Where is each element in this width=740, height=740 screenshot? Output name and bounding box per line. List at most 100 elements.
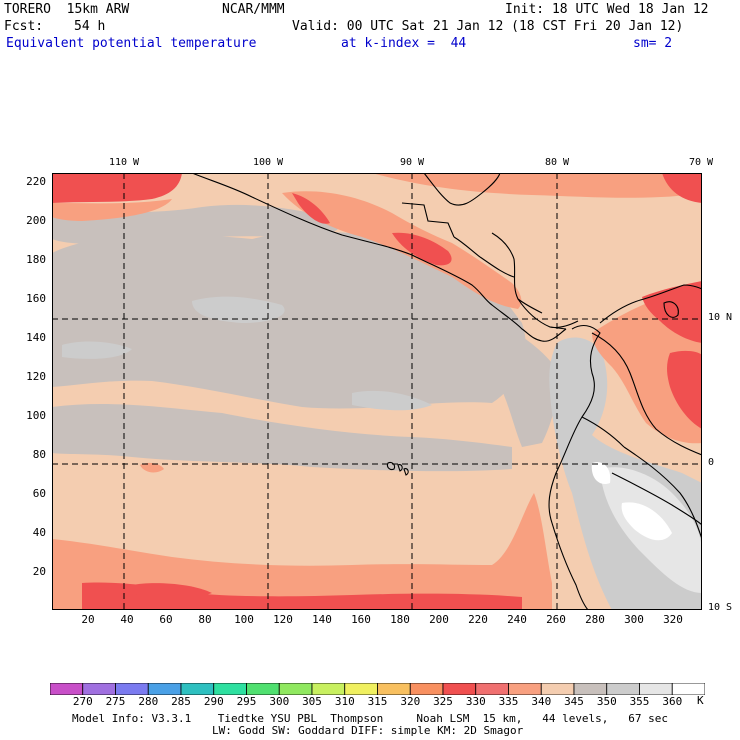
border-guat-hond	[453, 236, 481, 258]
x-tick: 60	[159, 613, 173, 626]
map-frame	[52, 173, 702, 610]
colorbar-swatch	[475, 683, 509, 695]
peru-border	[623, 446, 702, 540]
amazon-line	[611, 472, 702, 526]
valid-time: Valid: 00 UTC Sat 21 Jan 12 (18 CST Fri …	[292, 19, 684, 34]
y-tick: 120	[26, 370, 46, 383]
graticule	[52, 173, 702, 610]
andes-white-2	[591, 462, 611, 485]
colorbar-level-label: 290	[203, 695, 224, 708]
colorbar-swatch	[540, 683, 575, 695]
galapagos-2	[397, 464, 403, 472]
colorbar-swatch	[442, 683, 477, 695]
mexico-red-strip	[292, 193, 330, 224]
colorbar-swatch	[246, 683, 280, 695]
lat-label-10s: 10 S	[708, 602, 733, 613]
grey-patch-350b	[62, 341, 132, 359]
colorbar-level-label: 350	[596, 695, 617, 708]
venezuela-coast	[599, 284, 702, 324]
x-tick: 80	[198, 613, 212, 626]
colorbar-level-label: 330	[465, 695, 486, 708]
y-tick: 180	[26, 253, 46, 266]
south-red-patch	[132, 583, 212, 599]
lat-label-0: 0	[708, 457, 715, 468]
y-tick: 80	[32, 448, 46, 461]
lon-label-70w: 70 W	[688, 157, 714, 168]
x-tick: 40	[120, 613, 134, 626]
nw-salmon-335	[52, 199, 172, 221]
y-tick: 20	[32, 565, 46, 578]
colorbar-level-label: 305	[302, 695, 322, 708]
x-tick: 20	[81, 613, 95, 626]
grey-band-lower	[52, 403, 512, 472]
colorbar	[50, 683, 705, 695]
y-tick: 100	[26, 409, 46, 422]
south-salmon-335	[52, 493, 552, 610]
x-tick: 140	[312, 613, 332, 626]
x-tick: 300	[624, 613, 644, 626]
colorbar-swatch	[147, 683, 182, 695]
lon-label-110w: 110 W	[108, 157, 140, 168]
colorbar-level-label: 280	[138, 695, 159, 708]
colorbar-level-label: 315	[367, 695, 388, 708]
model-name: TORERO 15km ARW	[4, 2, 130, 17]
colombia-red	[642, 281, 702, 343]
smoothing: sm= 2	[633, 36, 673, 51]
coastlines	[191, 173, 702, 610]
colorbar-level-label: 360	[662, 695, 683, 708]
lon-label-80w: 80 W	[544, 157, 570, 168]
colorbar-swatch	[82, 683, 116, 695]
x-tick: 120	[273, 613, 293, 626]
x-tick: 180	[390, 613, 410, 626]
y-tick: 160	[26, 292, 46, 305]
colorbar-swatch	[180, 683, 215, 695]
colorbar-level-label: 335	[498, 695, 519, 708]
venezuela-red	[667, 350, 702, 429]
border-nica-costarica	[517, 298, 543, 314]
grey-near-coast	[471, 313, 557, 447]
south-america-pacific-coast	[548, 324, 601, 610]
lon-label-90w: 90 W	[399, 157, 425, 168]
forecast-hours: 54 h	[74, 19, 106, 34]
colorbar-swatch	[344, 683, 378, 695]
colorbar-swatch	[115, 683, 149, 695]
colorbar-level-label: 325	[433, 695, 453, 708]
galapagos-1	[386, 461, 396, 471]
x-tick: 200	[429, 613, 449, 626]
colorbar-level-label: 300	[269, 695, 290, 708]
mexico-coast	[191, 173, 567, 342]
yucatan-coast	[423, 173, 501, 206]
colorbar-level-label: 355	[629, 695, 650, 708]
grey-patch-350	[192, 296, 285, 323]
colorbar-swatch	[278, 683, 313, 695]
lon-label-100w: 100 W	[252, 157, 284, 168]
colorbar-swatch	[213, 683, 247, 695]
y-tick: 60	[32, 487, 46, 500]
model-info-line1: Model Info: V3.3.1 Tiedtke YSU PBL Thomp…	[72, 712, 669, 725]
maracaibo-lake	[663, 301, 679, 318]
x-tick: 220	[468, 613, 488, 626]
border-hond-nica	[479, 256, 515, 278]
lat-label-10n: 10 N	[708, 312, 733, 323]
guatemala-red	[392, 232, 452, 266]
ne-red	[662, 173, 702, 203]
nw-red-330	[52, 173, 182, 203]
colorbar-swatch	[671, 683, 705, 695]
y-tick: 140	[26, 331, 46, 344]
colorbar-unit: K	[697, 694, 704, 707]
x-tick: 260	[546, 613, 566, 626]
y-tick: 200	[26, 214, 46, 227]
field-name: Equivalent potential temperature	[6, 36, 257, 51]
colorbar-level-label: 270	[72, 695, 93, 708]
colorbar-swatch	[573, 683, 608, 695]
galapagos-3	[403, 468, 409, 476]
colorbar-level-label: 320	[400, 695, 421, 708]
colorbar-swatch	[377, 683, 411, 695]
colorbar-level-label: 295	[236, 695, 257, 708]
x-tick: 100	[234, 613, 254, 626]
colorbar-level-label: 310	[334, 695, 355, 708]
colombia-border	[591, 332, 702, 456]
colorbar-swatch	[409, 683, 444, 695]
equator-salmon-patch	[140, 462, 164, 473]
init-time: Init: 18 UTC Wed 18 Jan 12	[505, 2, 709, 17]
